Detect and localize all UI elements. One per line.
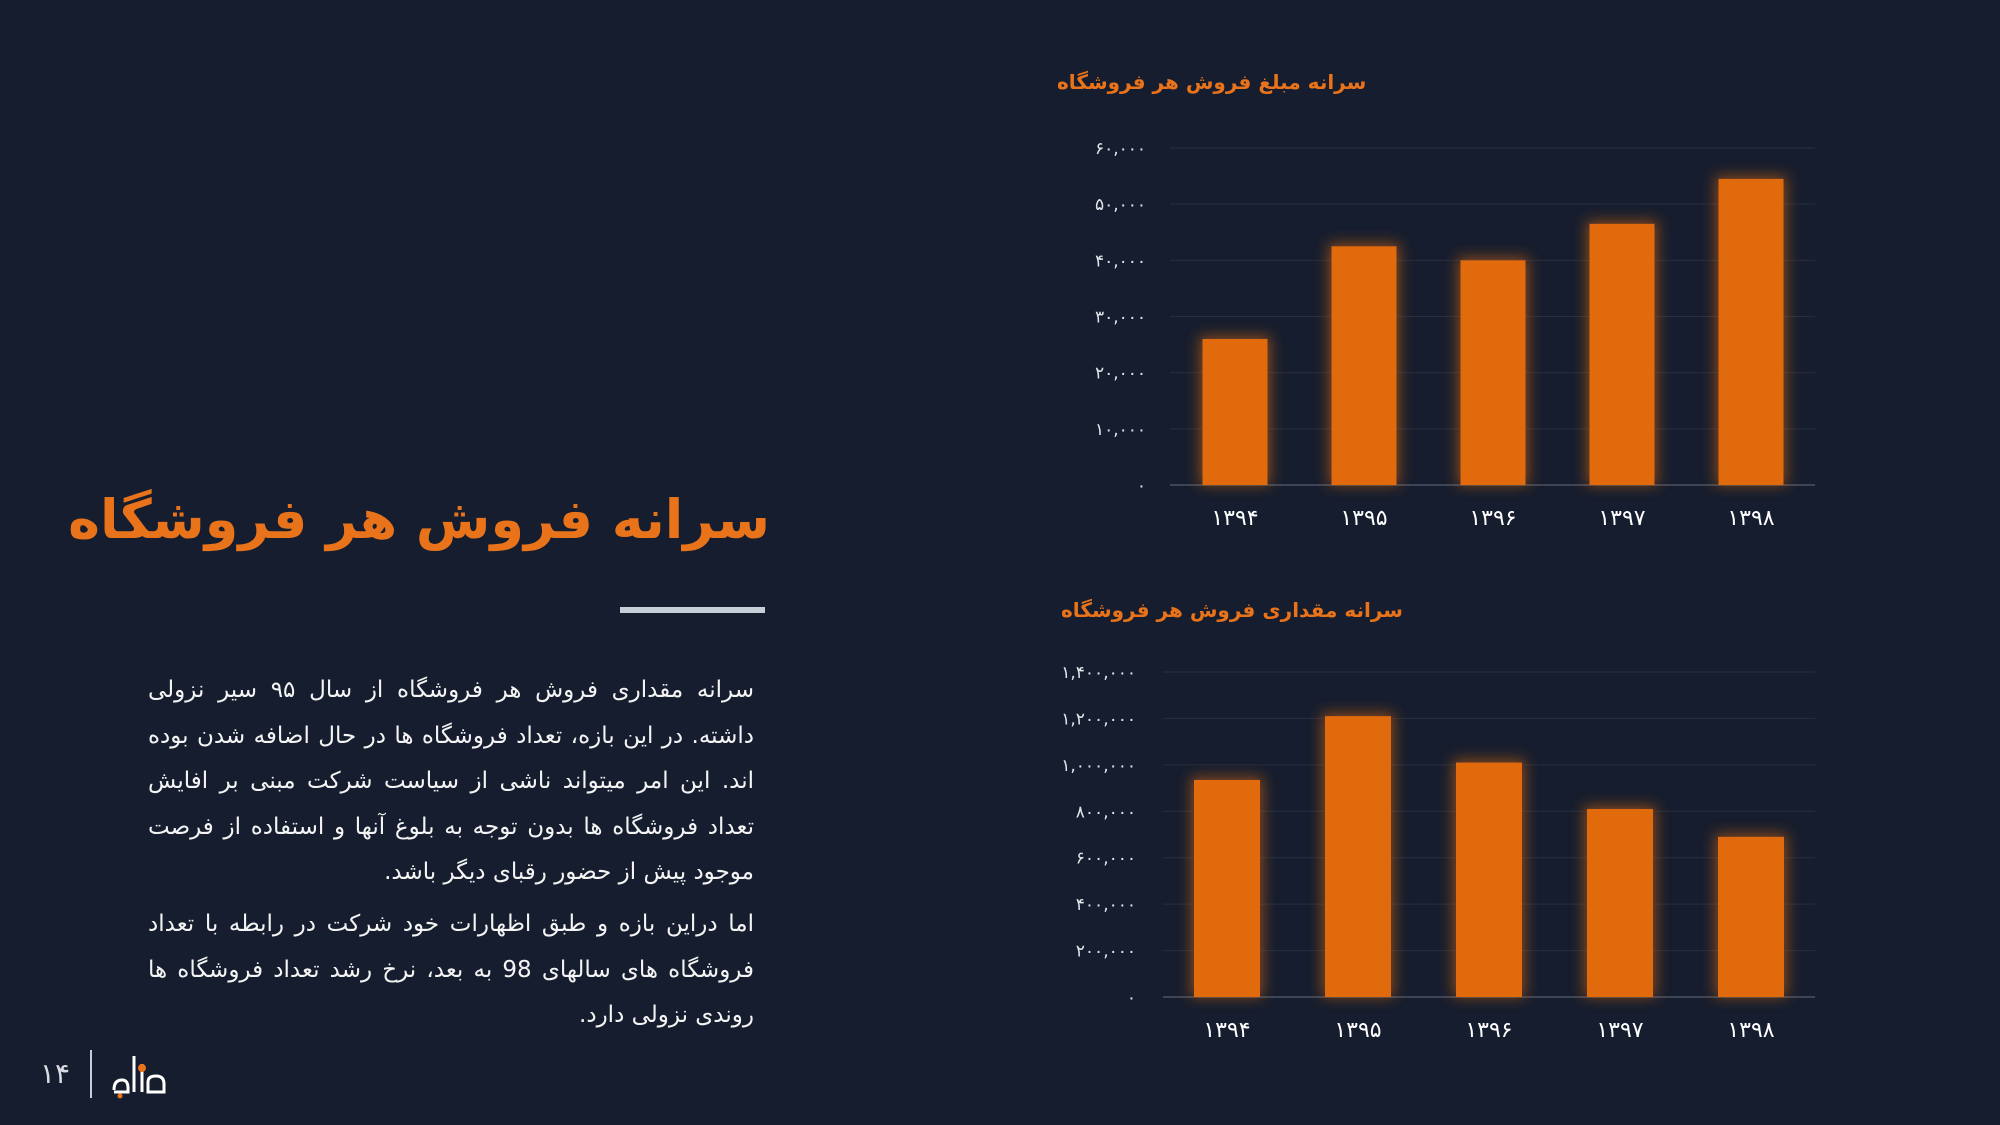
title-underline	[620, 607, 765, 613]
y-tick-label: ۴۰,۰۰۰	[1095, 251, 1146, 271]
bar	[1202, 338, 1268, 485]
x-tick-label: ۱۳۹۵	[1340, 506, 1387, 531]
y-tick-label: ۴۰۰,۰۰۰	[1076, 895, 1136, 915]
x-tick-label: ۱۳۹۸	[1727, 1018, 1774, 1043]
y-tick-label: ۱۰,۰۰۰	[1095, 420, 1146, 440]
y-tick-label: ۶۰,۰۰۰	[1095, 139, 1146, 159]
x-tick-label: ۱۳۹۶	[1465, 1018, 1512, 1043]
y-tick-label: ۱,۴۰۰,۰۰۰	[1061, 663, 1136, 683]
body-paragraph-2: اما دراین بازه و طبق اظهارات خود شرکت در…	[148, 911, 754, 1029]
chart1-title: سرانه مبلغ فروش هر فروشگاه	[1057, 70, 1367, 94]
bar	[1718, 178, 1784, 485]
x-tick-label: ۱۳۹۶	[1469, 506, 1516, 531]
body-paragraph-1: سرانه مقداری فروش هر فروشگاه از سال ۹۵ س…	[148, 677, 754, 886]
bar-glow	[1457, 257, 1529, 485]
bar-glow	[1328, 243, 1400, 485]
y-tick-label: ۳۰,۰۰۰	[1095, 308, 1146, 328]
bar-glow	[1322, 713, 1394, 997]
bar	[1589, 223, 1655, 485]
x-tick-label: ۱۳۹۴	[1203, 1018, 1250, 1043]
bar	[1718, 836, 1784, 997]
page-number: ۱۴	[40, 1057, 71, 1090]
bar-glow	[1199, 335, 1271, 485]
bar-glow	[1191, 776, 1263, 997]
bar	[1194, 779, 1260, 997]
x-tick-label: ۱۳۹۵	[1334, 1018, 1381, 1043]
bar-glow	[1715, 833, 1787, 997]
bar	[1460, 260, 1526, 485]
bar-glow	[1584, 805, 1656, 997]
footer-divider	[90, 1050, 92, 1098]
x-tick-label: ۱۳۹۷	[1598, 506, 1645, 531]
x-tick-label: ۱۳۹۴	[1211, 506, 1258, 531]
bar-glow	[1586, 220, 1658, 485]
bar-glow	[1453, 759, 1525, 997]
y-tick-label: ۸۰۰,۰۰۰	[1076, 802, 1136, 822]
y-tick-label: ۱,۲۰۰,۰۰۰	[1061, 709, 1136, 729]
y-tick-label: ۶۰۰,۰۰۰	[1076, 849, 1136, 869]
y-tick-label: ۵۰,۰۰۰	[1095, 195, 1146, 215]
y-tick-label: ۱,۰۰۰,۰۰۰	[1061, 756, 1136, 776]
y-tick-label: ۲۰۰,۰۰۰	[1076, 942, 1136, 962]
bar	[1325, 716, 1391, 997]
slide-title: سرانه فروش هر فروشگاه	[68, 488, 770, 551]
y-tick-label: ۰	[1127, 988, 1136, 1008]
company-logo-icon	[108, 1050, 172, 1104]
bar	[1456, 762, 1522, 997]
bar-glow	[1715, 175, 1787, 485]
chart2-title: سرانه مقداری فروش هر فروشگاه	[1061, 598, 1403, 622]
y-tick-label: ۰	[1137, 476, 1146, 496]
bar	[1331, 246, 1397, 485]
x-tick-label: ۱۳۹۸	[1727, 506, 1774, 531]
x-tick-label: ۱۳۹۷	[1596, 1018, 1643, 1043]
bar	[1587, 808, 1653, 997]
y-tick-label: ۲۰,۰۰۰	[1095, 364, 1146, 384]
